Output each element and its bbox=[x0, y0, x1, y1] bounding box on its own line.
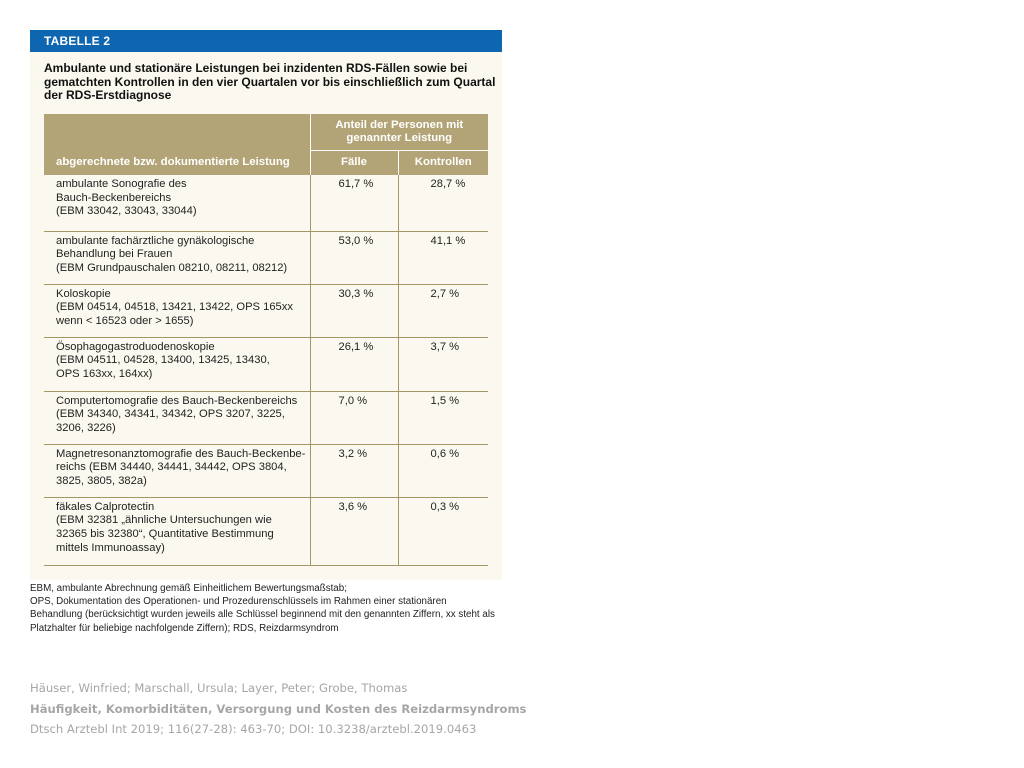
controls-value: 0,6 % bbox=[397, 444, 488, 498]
table-row: Ösophagogastroduodenoskopie (EBM 04511, … bbox=[44, 337, 488, 392]
table-number-banner: TABELLE 2 bbox=[30, 30, 502, 52]
row-label: ambulante fachärztliche gynäkologische B… bbox=[44, 231, 310, 285]
cases-value: 61,7 % bbox=[309, 175, 398, 232]
table-figure: TABELLE 2 Ambulante und stationäre Leist… bbox=[30, 30, 502, 634]
cases-value: 3,2 % bbox=[309, 444, 398, 498]
row-label: fäkales Calprotectin (EBM 32381 „ähnlich… bbox=[44, 497, 310, 566]
column-header-controls: Kontrollen bbox=[397, 150, 488, 175]
controls-value: 1,5 % bbox=[397, 391, 488, 445]
citation-source: Dtsch Arztebl Int 2019; 116(27-28): 463-… bbox=[30, 722, 477, 736]
controls-value: 41,1 % bbox=[397, 231, 488, 285]
citation-title: Häufigkeit, Komorbiditäten, Versorgung u… bbox=[30, 701, 527, 716]
row-label: Magnetresonanztomografie des Bauch-Becke… bbox=[44, 444, 310, 498]
row-label: ambulante Sonografie des Bauch-Beckenber… bbox=[44, 175, 310, 232]
cases-value: 26,1 % bbox=[309, 337, 398, 392]
table-row: ambulante Sonografie des Bauch-Beckenber… bbox=[44, 175, 488, 232]
column-header-share-group: Anteil der Personen mit genannter Leistu… bbox=[309, 114, 488, 151]
table-row: Koloskopie (EBM 04514, 04518, 13421, 134… bbox=[44, 284, 488, 338]
table-row: Magnetresonanztomografie des Bauch-Becke… bbox=[44, 444, 488, 498]
row-label: Koloskopie (EBM 04514, 04518, 13421, 134… bbox=[44, 284, 310, 338]
row-label: Computertomografie des Bauch-Beckenberei… bbox=[44, 391, 310, 445]
controls-value: 28,7 % bbox=[397, 175, 488, 232]
table-row: Computertomografie des Bauch-Beckenberei… bbox=[44, 391, 488, 445]
citation-authors: Häuser, Winfried; Marschall, Ursula; Lay… bbox=[30, 681, 408, 695]
controls-value: 0,3 % bbox=[397, 497, 488, 566]
row-label: Ösophagogastroduodenoskopie (EBM 04511, … bbox=[44, 337, 310, 392]
cases-value: 7,0 % bbox=[309, 391, 398, 445]
column-header-service: abgerechnete bzw. dokumentierte Leistung bbox=[44, 114, 310, 175]
table-footnote: EBM, ambulante Abrechnung gemäß Einheitl… bbox=[30, 583, 495, 634]
table-caption: Ambulante und stationäre Leistungen bei … bbox=[44, 61, 496, 103]
table-row: ambulante fachärztliche gynäkologische B… bbox=[44, 231, 488, 285]
cases-value: 3,6 % bbox=[309, 497, 398, 566]
citation: Häuser, Winfried; Marschall, Ursula; Lay… bbox=[30, 678, 730, 740]
column-header-cases: Fälle bbox=[309, 150, 398, 175]
controls-value: 3,7 % bbox=[397, 337, 488, 392]
data-table: abgerechnete bzw. dokumentierte Leistung… bbox=[44, 114, 488, 566]
controls-value: 2,7 % bbox=[397, 284, 488, 338]
cases-value: 53,0 % bbox=[309, 231, 398, 285]
cases-value: 30,3 % bbox=[309, 284, 398, 338]
table-row: fäkales Calprotectin (EBM 32381 „ähnlich… bbox=[44, 497, 488, 566]
